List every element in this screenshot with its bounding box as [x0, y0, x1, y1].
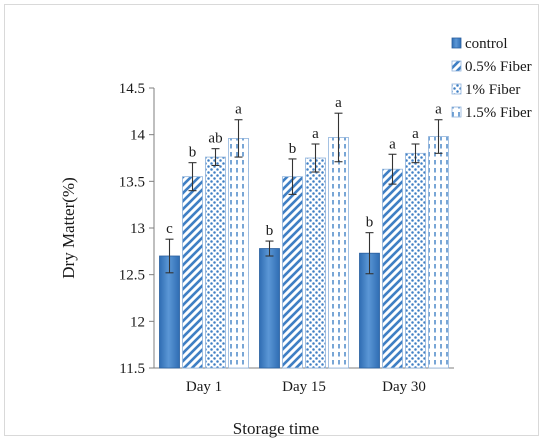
- bar: [228, 137, 249, 369]
- significance-letter: ab: [208, 131, 222, 147]
- error-bars: [165, 112, 443, 275]
- legend-label: 1.5% Fiber: [465, 105, 532, 121]
- x-axis-label: Storage time: [233, 419, 319, 438]
- bar: [259, 248, 280, 369]
- chart-frame: [4, 4, 539, 436]
- legend-swatch: [451, 37, 462, 49]
- bar: [382, 168, 403, 369]
- legend-swatch: [451, 106, 462, 118]
- x-tick-label: Day 1: [186, 379, 222, 395]
- bar: [305, 157, 326, 369]
- significance-letter: b: [189, 145, 197, 161]
- y-tick-label: 14: [130, 128, 146, 144]
- y-tick-label: 11.5: [119, 361, 145, 377]
- significance-letter: a: [335, 95, 342, 111]
- bar: [428, 136, 449, 369]
- axes: 11.5 12 12.5 13 13.5 14 14.5 Day 1 Day 15 Day 30: [119, 81, 454, 395]
- significance-letter: b: [266, 223, 274, 239]
- bar: [328, 137, 349, 369]
- significance-letter: b: [289, 141, 297, 157]
- legend-swatch: [451, 83, 462, 95]
- y-tick-label: 12: [130, 314, 145, 330]
- legend-label: 0.5% Fiber: [465, 59, 532, 75]
- significance-letter: a: [412, 126, 419, 142]
- significance-letter: a: [389, 136, 396, 152]
- legend: control 0.5% Fiber 1% Fiber 1.5% Fiber: [451, 36, 532, 121]
- legend-swatch: [451, 60, 462, 72]
- significance-letter: a: [235, 102, 242, 118]
- bar: [205, 156, 226, 369]
- y-tick-label: 13: [130, 221, 145, 237]
- x-tick-label: Day 15: [282, 379, 326, 395]
- y-tick-label: 13.5: [119, 174, 145, 190]
- significance-letter: a: [312, 126, 319, 142]
- significance-letter: a: [435, 102, 442, 118]
- significance-letter: b: [366, 215, 374, 231]
- x-tick-label: Day 30: [382, 379, 426, 395]
- legend-label: 1% Fiber: [465, 82, 520, 98]
- legend-label: control: [465, 36, 508, 52]
- y-tick-label: 12.5: [119, 268, 145, 284]
- bar: [282, 176, 303, 369]
- bars: [159, 136, 449, 369]
- y-axis-label: Dry Matter(%): [59, 177, 78, 279]
- significance-letter: c: [166, 221, 173, 237]
- bar: [182, 176, 203, 369]
- y-tick-label: 14.5: [119, 81, 145, 97]
- bar: [405, 152, 426, 369]
